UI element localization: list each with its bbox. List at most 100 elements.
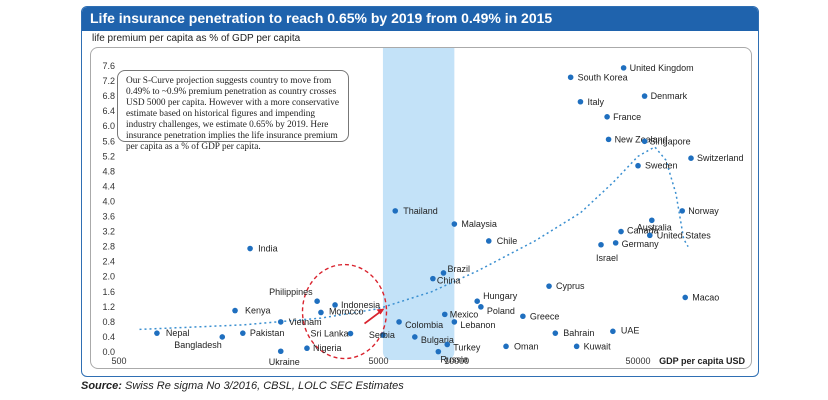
projection-arrowhead [376,308,385,315]
point-kenya [232,307,238,314]
label-norway: Norway [688,206,719,216]
point-morocco [318,309,324,316]
point-philippines [314,298,320,304]
y-tick-label: 2.0 [102,272,115,282]
point-oman [503,343,509,350]
y-tick-label: 2.8 [102,242,115,252]
label-thailand: Thailand [403,206,438,216]
point-lebanon [451,319,458,325]
y-tick-label: 4.8 [102,166,115,176]
label-australia: Australia [637,222,672,232]
point-bangladesh [219,334,226,340]
label-colombia: Colombia [405,320,443,330]
y-axis-label: life premium per capita as % of GDP per … [92,33,301,44]
point-nepal [154,330,160,336]
y-tick-label: 6.8 [102,91,115,101]
point-serbia [380,332,386,338]
label-pakistan: Pakistan [250,328,285,338]
label-singapore: Singapore [650,136,691,146]
point-australia [649,217,655,224]
point-israel [598,241,604,248]
x-tick-label: 500 [111,356,126,366]
chart-title: Life insurance penetration to reach 0.65… [90,10,553,26]
y-tick-label: 0.4 [102,332,115,342]
scatter-plot: 0.0 0.4 0.8 1.2 1.6 2.0 2.4 2.8 3.2 3.6 4.0 4.4 4.8 5… [102,48,745,367]
point-pakistan [240,330,246,336]
y-tick-label: 1.6 [102,287,115,297]
label-chile: Chile [497,236,518,246]
label-serbia: Serbia [369,330,395,340]
y-tick-label: 6.0 [102,121,115,131]
x-tick-label: 50000 [626,356,651,366]
point-turkey [444,341,451,348]
label-morocco: Morocco [329,306,364,316]
label-mexico: Mexico [450,309,479,319]
title-bar: Life insurance penetration to reach 0.65… [82,7,758,31]
label-malaysia: Malaysia [461,219,497,229]
point-cyprus [546,283,552,289]
label-israel: Israel [596,253,618,263]
label-nepal: Nepal [166,328,190,338]
plot-panel: 0.0 0.4 0.8 1.2 1.6 2.0 2.4 2.8 3.2 3.6 4.0 4.4 4.8 5… [90,47,752,369]
point-china [430,275,436,282]
y-tick-label: 3.6 [102,212,115,222]
label-poland: Poland [487,306,515,316]
projection-note: Our S-Curve projection suggests country … [117,70,349,152]
point-thailand [392,208,399,214]
point-switzerland [688,155,694,161]
label-switzerland: Switzerland [697,153,744,163]
y-tick-label: 7.2 [102,76,115,86]
point-sri-lanka [347,330,354,337]
point-malaysia [451,221,458,227]
y-tick-label: 7.6 [102,61,115,71]
x-axis-label: GDP per capita USD [659,356,745,366]
point-new-zealand [605,136,612,143]
label-france: France [613,112,641,122]
y-tick-label: 4.4 [102,181,115,191]
label-macao: Macao [692,292,719,302]
label-canada: Canada [627,226,659,236]
label-new-zealand: New Zealand [615,134,668,144]
label-hungary: Hungary [483,291,518,301]
label-cyprus: Cyprus [556,281,585,291]
point-france [604,114,610,120]
y-tick-label: 0.8 [102,317,115,327]
point-singapore [641,138,648,145]
point-chile [485,238,492,244]
point-united-kingdom [620,65,627,71]
point-russia [435,348,442,355]
point-poland [478,304,484,310]
label-bahrain: Bahrain [563,328,594,338]
y-tick-label: 1.2 [102,302,115,312]
point-bahrain [552,330,559,336]
projection-arrow [363,310,382,325]
label-bangladesh: Bangladesh [174,340,222,350]
label-brazil: Brazil [448,264,471,274]
label-india: India [258,244,278,254]
point-italy [577,98,584,105]
point-brazil [440,270,447,276]
point-colombia [396,319,402,325]
highlight-circle [301,263,388,360]
point-norway [679,208,686,214]
source-line: Source: Swiss Re sigma No 3/2016, CBSL, … [81,380,404,392]
label-sweden: Sweden [645,161,678,171]
label-germany: Germany [622,239,660,249]
label-lebanon: Lebanon [460,320,495,330]
point-indonesia [332,302,338,308]
label-uae: UAE [621,325,640,335]
source-label: Source: [81,380,122,392]
source-text: Swiss Re sigma No 3/2016, CBSL, LOLC SEC… [121,380,404,392]
point-hungary [474,298,480,304]
y-tick-label: 5.2 [102,151,115,161]
label-sri-lanka: Sri Lanka [311,329,349,339]
label-oman: Oman [514,341,539,351]
label-vietnam: Vietnam [289,317,322,327]
label-nigeria: Nigeria [313,343,342,353]
point-canada [618,228,624,235]
y-tick-label: 3.2 [102,227,115,237]
y-tick-label: 0.0 [102,347,115,357]
point-united-states [646,232,653,239]
chart-frame: Life insurance penetration to reach 0.65… [81,6,759,377]
y-tick-label: 6.4 [102,106,115,116]
